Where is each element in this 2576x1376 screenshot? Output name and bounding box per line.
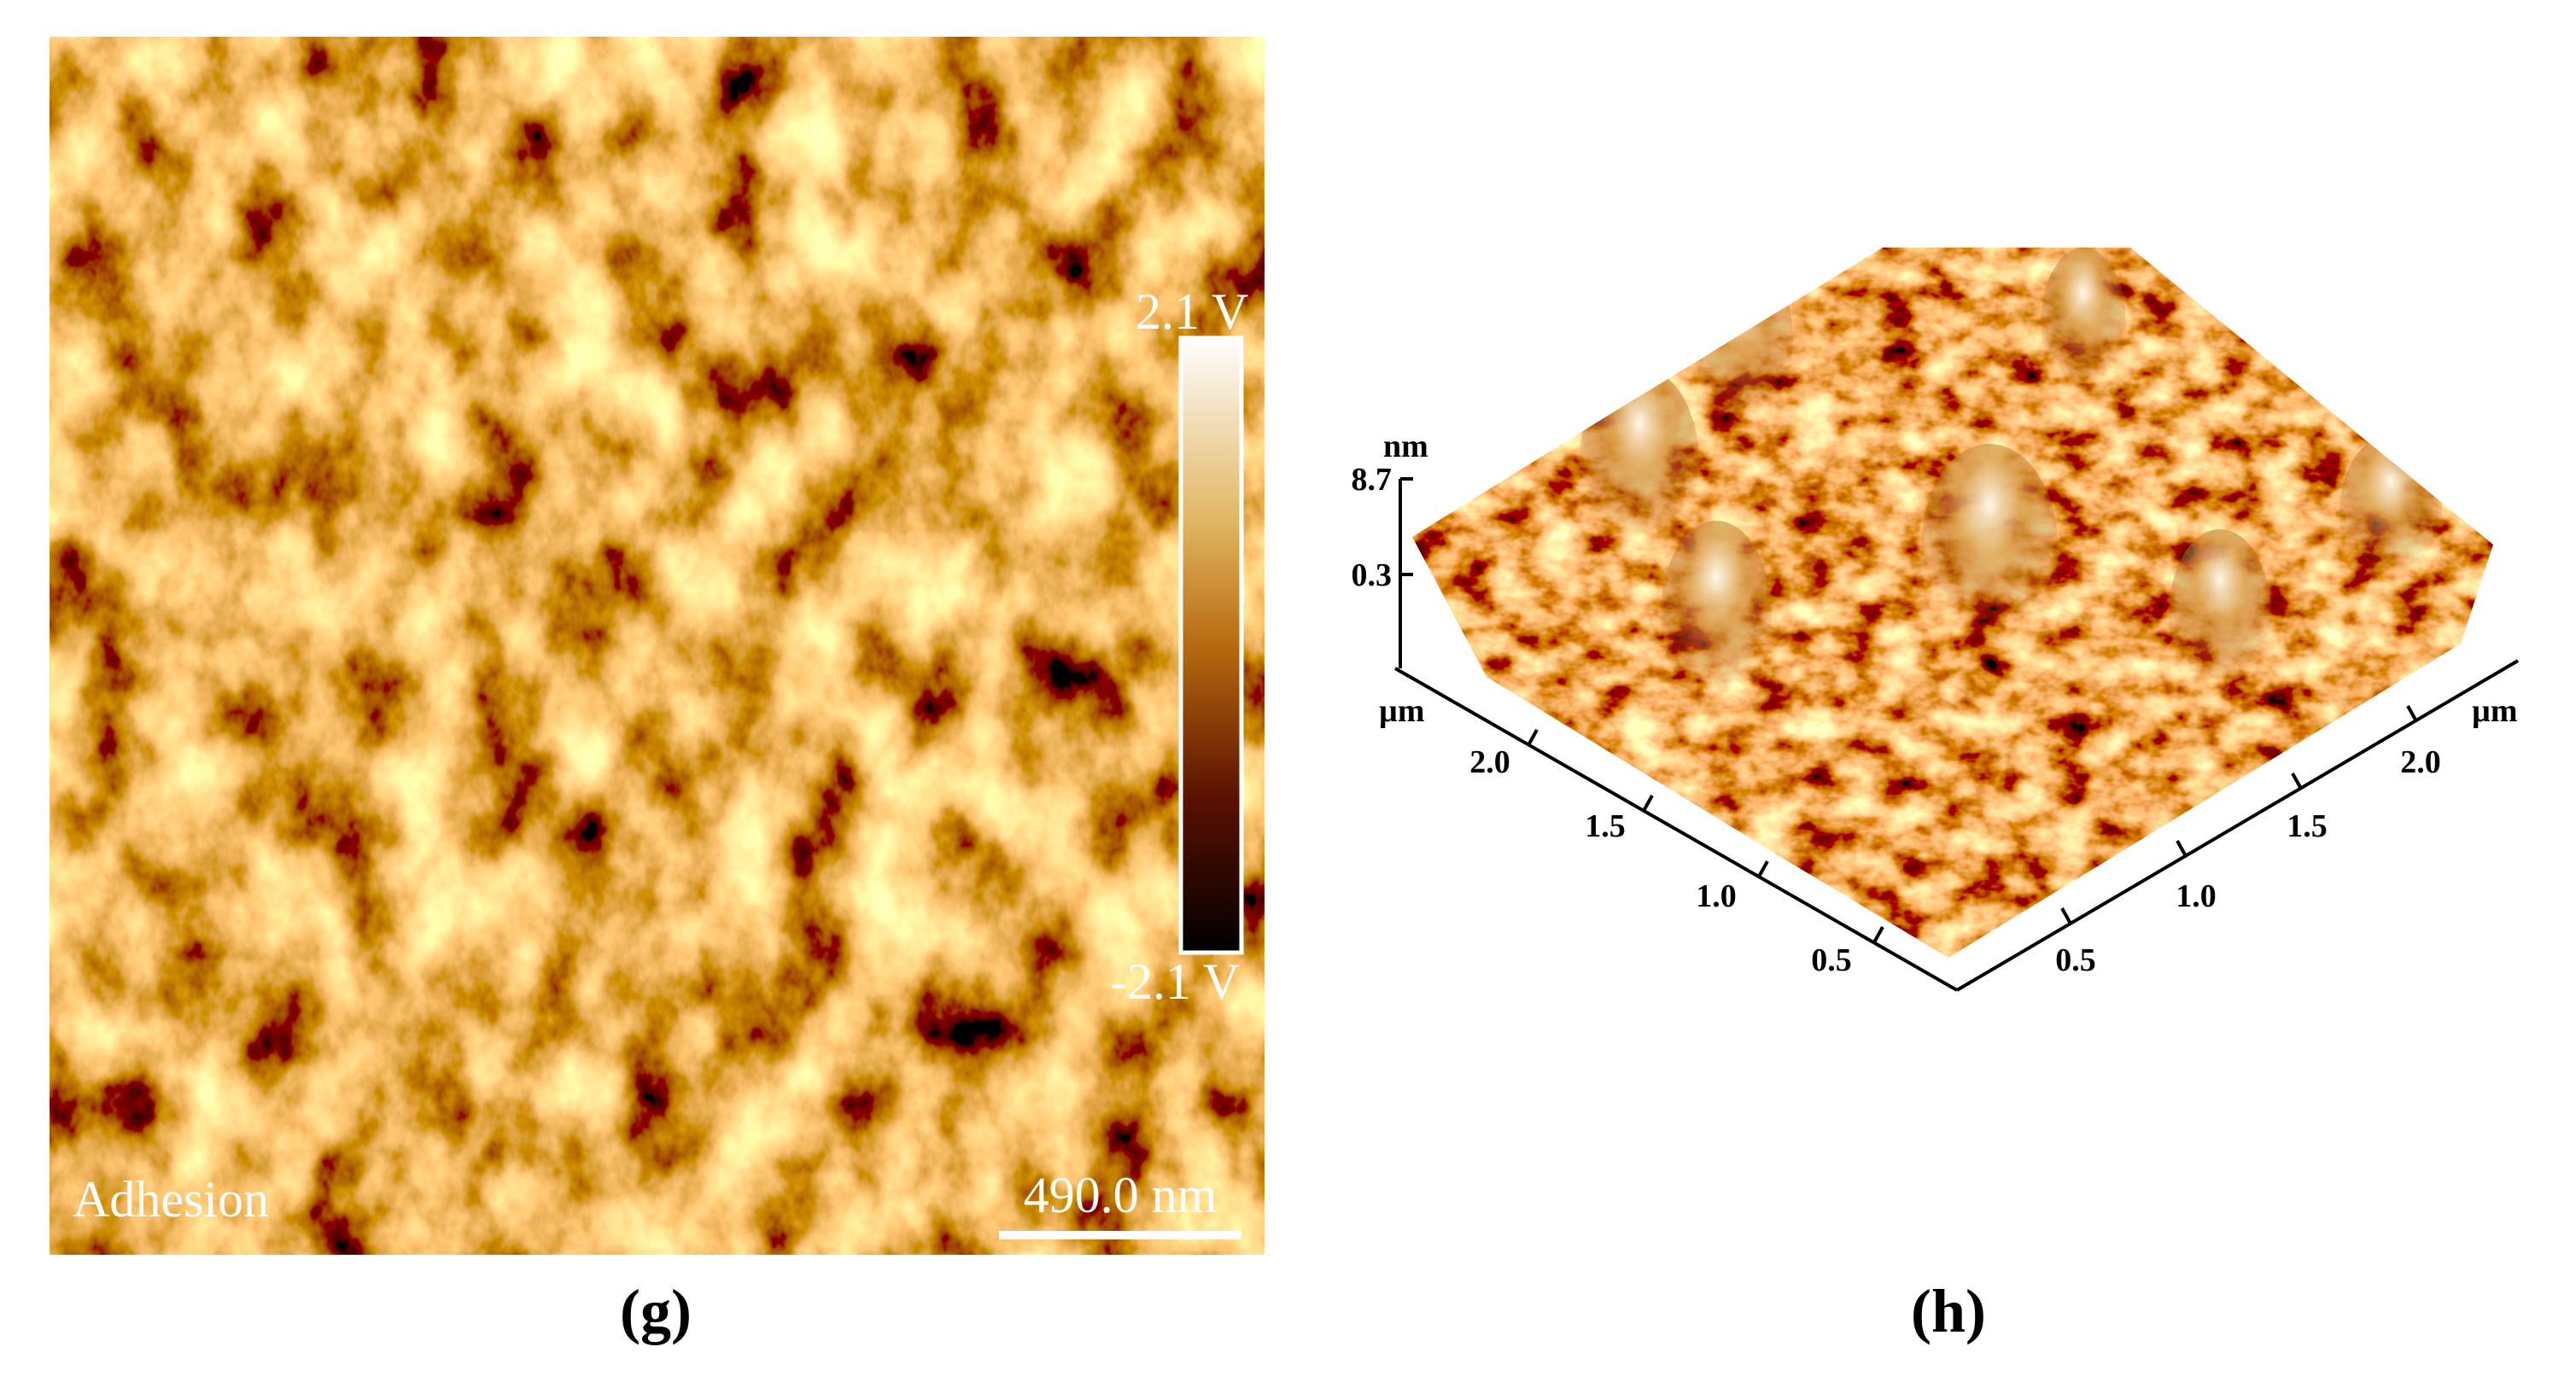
tick [2060, 907, 2072, 924]
left-axis [1394, 667, 1958, 992]
peak [2169, 529, 2271, 700]
right-tick-label: 2.0 [2400, 744, 2441, 780]
peak [2041, 248, 2126, 401]
tick [1872, 926, 1884, 943]
z-tick-label: 0.3 [1352, 557, 1393, 593]
peak [1580, 367, 1699, 555]
left-tick-label: 2.0 [1469, 744, 1510, 780]
peak [1921, 444, 2058, 649]
scale-bar-label: 490.0 nm [1024, 1167, 1218, 1223]
left-tick-label: 0.5 [1811, 942, 1852, 978]
surface [1412, 248, 2493, 958]
right-axis-unit: µm [2472, 693, 2518, 729]
tick [1757, 860, 1769, 877]
colorbar [1178, 335, 1244, 955]
peak [1691, 248, 1793, 435]
caption-h: (h) [1911, 1277, 1986, 1345]
tick [1527, 729, 1539, 746]
left-axis-unit: µm [1379, 693, 1425, 729]
right-tick-label: 1.0 [2176, 878, 2217, 914]
right-tick-label: 1.5 [2287, 808, 2328, 844]
right-tick-label: 0.5 [2055, 942, 2096, 978]
channel-label: Adhesion [73, 1171, 269, 1227]
tick [2291, 773, 2303, 790]
tick [2406, 705, 2418, 722]
colorbar-max: 2.1 V [1136, 283, 1248, 340]
left-tick-label: 1.5 [1585, 808, 1626, 844]
peak [2339, 435, 2442, 589]
axes [1394, 477, 2520, 992]
caption-g: (g) [620, 1277, 692, 1345]
colorbar-min: -2.1 V [1110, 953, 1240, 1010]
right-axis [1955, 659, 2520, 992]
z-unit: nm [1383, 429, 1428, 464]
z-tick-label: 8.7 [1352, 462, 1393, 498]
tick [2176, 840, 2188, 857]
left-tick-label: 1.0 [1696, 878, 1737, 914]
adhesion-map [50, 37, 1265, 1255]
tick [1642, 795, 1654, 812]
peak [1661, 521, 1772, 708]
